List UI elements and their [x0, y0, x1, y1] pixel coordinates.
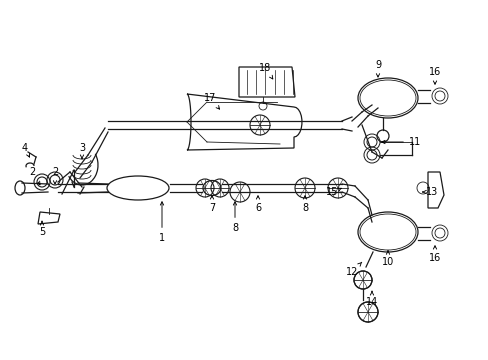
Text: 2: 2 — [52, 167, 58, 184]
Text: 3: 3 — [79, 143, 85, 159]
Text: 13: 13 — [422, 187, 437, 197]
Text: 8: 8 — [301, 196, 307, 213]
Polygon shape — [239, 67, 294, 97]
Text: 6: 6 — [254, 196, 261, 213]
Text: 15: 15 — [325, 187, 341, 197]
Text: 1: 1 — [159, 202, 165, 243]
Text: 10: 10 — [381, 251, 393, 267]
Text: 7: 7 — [208, 196, 215, 213]
Text: 8: 8 — [231, 202, 238, 233]
Polygon shape — [427, 172, 443, 208]
Text: 14: 14 — [365, 291, 377, 307]
Text: 12: 12 — [345, 262, 361, 277]
Text: 18: 18 — [258, 63, 272, 79]
Text: 9: 9 — [374, 60, 380, 77]
Polygon shape — [38, 212, 60, 224]
Text: 17: 17 — [203, 93, 219, 109]
Text: 5: 5 — [39, 221, 45, 237]
Text: 16: 16 — [428, 67, 440, 84]
Text: 11: 11 — [381, 137, 420, 147]
Text: 4: 4 — [22, 143, 29, 157]
Text: 2: 2 — [29, 167, 40, 185]
Text: 16: 16 — [428, 246, 440, 263]
